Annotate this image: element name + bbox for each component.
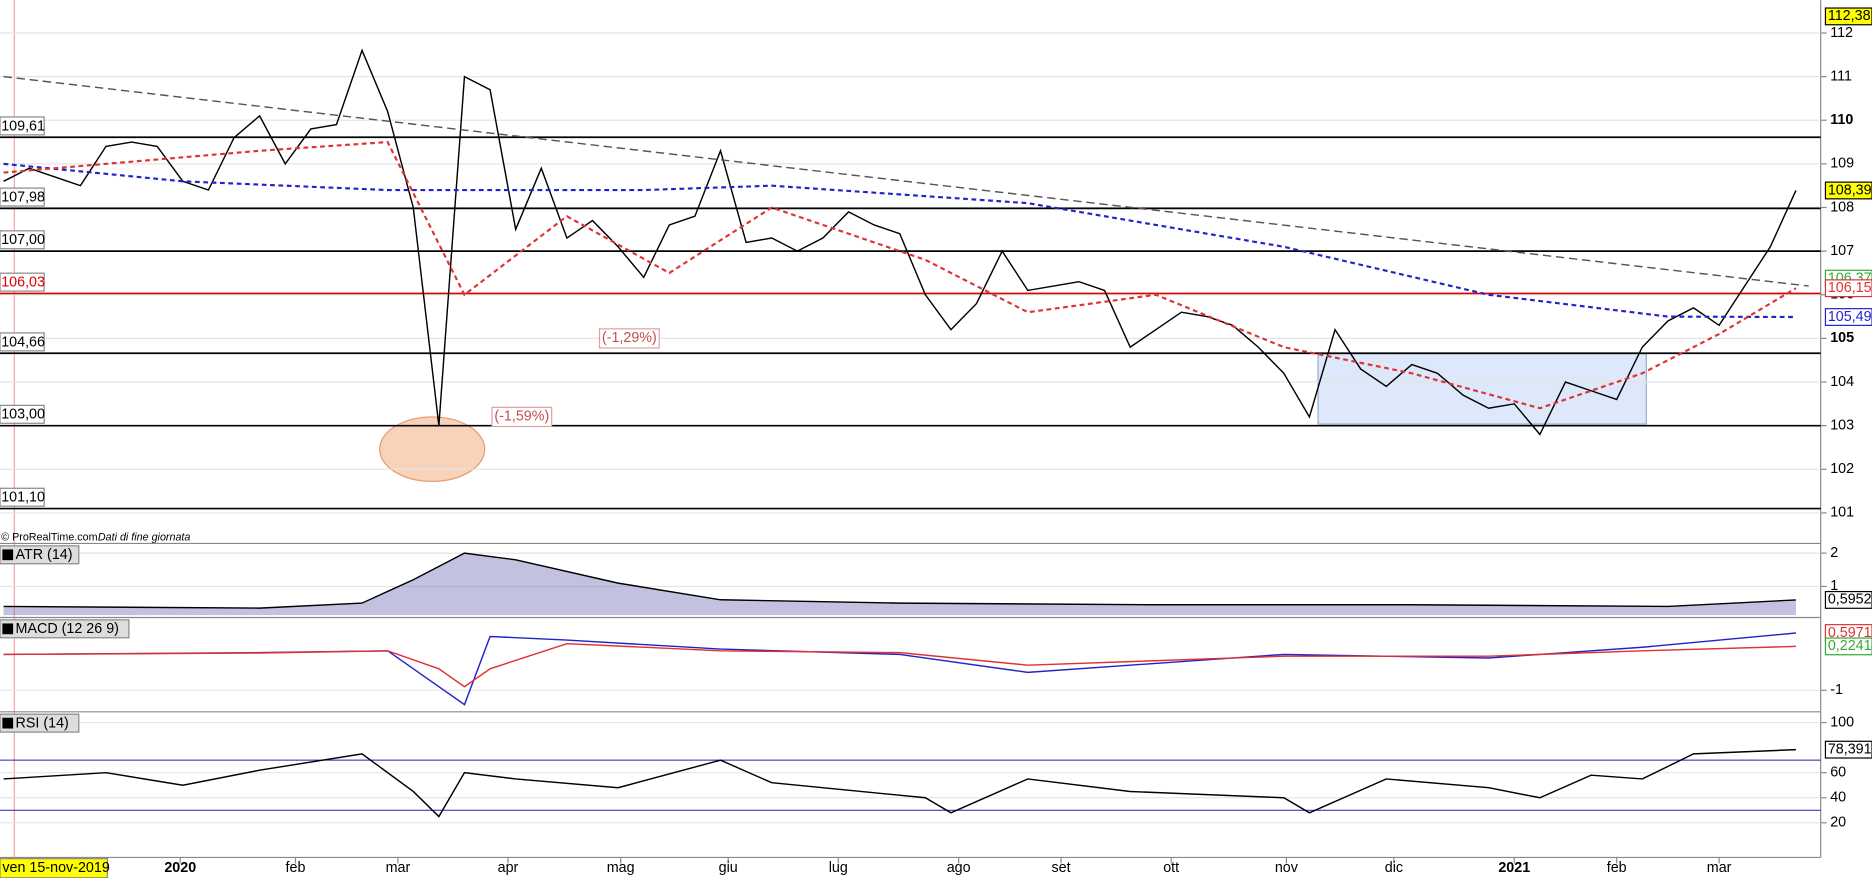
y-tick-label: 109 xyxy=(1830,156,1854,172)
level-label: 106,03 xyxy=(1,274,45,290)
annotation-box xyxy=(598,328,660,349)
x-tick-label: mar xyxy=(386,860,411,876)
indicator-title-box xyxy=(0,713,80,733)
level-label-box xyxy=(0,404,45,424)
x-tick-label: mag xyxy=(607,860,635,876)
atr-area xyxy=(3,553,1796,616)
x-tick-label: 2021 xyxy=(1498,860,1530,876)
value-label-box xyxy=(1824,740,1872,759)
series-line xyxy=(3,552,1796,609)
series-line xyxy=(3,748,1796,818)
y-tick-label: 1 xyxy=(1830,578,1838,594)
indicator-title: ATR (14) xyxy=(16,547,73,563)
y-tick-label: 103 xyxy=(1830,417,1854,433)
value-label-box xyxy=(1824,308,1872,326)
value-label: 78,391 xyxy=(1828,741,1872,757)
x-tick-label: dic xyxy=(1385,860,1403,876)
value-label-box xyxy=(1824,7,1872,26)
y-tick-label: 40 xyxy=(1830,790,1846,806)
y-tick-label: -1 xyxy=(1830,682,1843,698)
y-tick-label: 107 xyxy=(1830,243,1854,259)
y-tick-label: 108 xyxy=(1830,199,1854,215)
y-tick-label: 102 xyxy=(1830,461,1854,477)
value-label: 105,49 xyxy=(1828,309,1872,325)
level-label-box xyxy=(0,230,45,250)
indicator-title-box xyxy=(0,619,130,639)
indicator-title: RSI (14) xyxy=(16,716,69,732)
y-tick-label: 100 xyxy=(1830,714,1854,730)
y-tick-label: 20 xyxy=(1830,815,1846,831)
y-tick-label: 111 xyxy=(1830,68,1852,84)
series-line xyxy=(3,162,1796,319)
level-label: 103,00 xyxy=(1,407,45,423)
value-label: 0,5952 xyxy=(1828,592,1872,608)
value-label-box xyxy=(1824,181,1872,200)
level-label: 107,00 xyxy=(1,232,45,248)
value-label-box xyxy=(1824,279,1872,298)
value-label: 112,38 xyxy=(1828,8,1871,24)
cursor-label: ven 15-nov-2019 xyxy=(2,860,109,876)
annotation: (-1,59%) xyxy=(494,409,549,425)
level-label: 109,61 xyxy=(1,118,45,134)
x-tick-label: nov xyxy=(1275,860,1299,876)
indicator-swatch xyxy=(2,623,14,635)
source-note: Dati di fine giornata xyxy=(98,531,191,543)
source: © ProRealTime.com xyxy=(1,531,97,543)
y-tick-label: 112 xyxy=(1830,25,1853,41)
level-label: 107,98 xyxy=(1,189,45,205)
y-tick-label: 60 xyxy=(1830,764,1846,780)
series-line xyxy=(3,632,1796,706)
y-tick-label: 110 xyxy=(1830,112,1853,128)
x-tick-label: giu xyxy=(719,860,738,876)
annotation: (-1,29%) xyxy=(602,330,657,346)
y-tick-label: 104 xyxy=(1830,374,1854,390)
indicator-title-box xyxy=(0,545,80,565)
y-tick-label: 2 xyxy=(1830,545,1838,561)
x-tick-label: ott xyxy=(1163,860,1179,876)
series-line xyxy=(3,48,1797,436)
series-line xyxy=(3,642,1796,688)
level-label-box xyxy=(0,332,45,352)
x-tick-label: feb xyxy=(1607,860,1627,876)
x-tick-label: ago xyxy=(947,860,971,876)
y-tick-label: 105 xyxy=(1830,330,1854,346)
value-label-box xyxy=(1824,637,1872,656)
series-line xyxy=(3,75,1809,287)
level-label-box xyxy=(0,272,45,292)
level-label-box xyxy=(0,116,45,136)
indicator-swatch xyxy=(2,717,14,729)
level-label-box xyxy=(0,187,45,207)
x-tick-label: 2020 xyxy=(164,860,196,876)
indicator-swatch xyxy=(2,549,14,561)
value-label-box xyxy=(1824,590,1872,609)
x-tick-label: mar xyxy=(1707,860,1732,876)
series-line xyxy=(3,140,1797,410)
x-tick-label: apr xyxy=(498,860,519,876)
value-label: 106,15 xyxy=(1828,280,1872,296)
level-label-box xyxy=(0,487,45,507)
value-label: 0,5971 xyxy=(1828,625,1872,641)
x-tick-label: lug xyxy=(829,860,848,876)
value-label: 0,2241 xyxy=(1828,638,1872,654)
x-tick-label: set xyxy=(1052,860,1071,876)
annotation-box xyxy=(491,406,553,428)
level-label: 101,10 xyxy=(1,490,45,506)
indicator-title: MACD (12 26 9) xyxy=(16,621,119,637)
highlight-ellipse xyxy=(379,416,486,482)
y-tick-label: 101 xyxy=(1830,505,1854,521)
value-label: 108,39 xyxy=(1828,182,1872,198)
level-label: 104,66 xyxy=(1,334,45,350)
range-box xyxy=(1317,353,1647,425)
x-tick-label: feb xyxy=(286,860,306,876)
